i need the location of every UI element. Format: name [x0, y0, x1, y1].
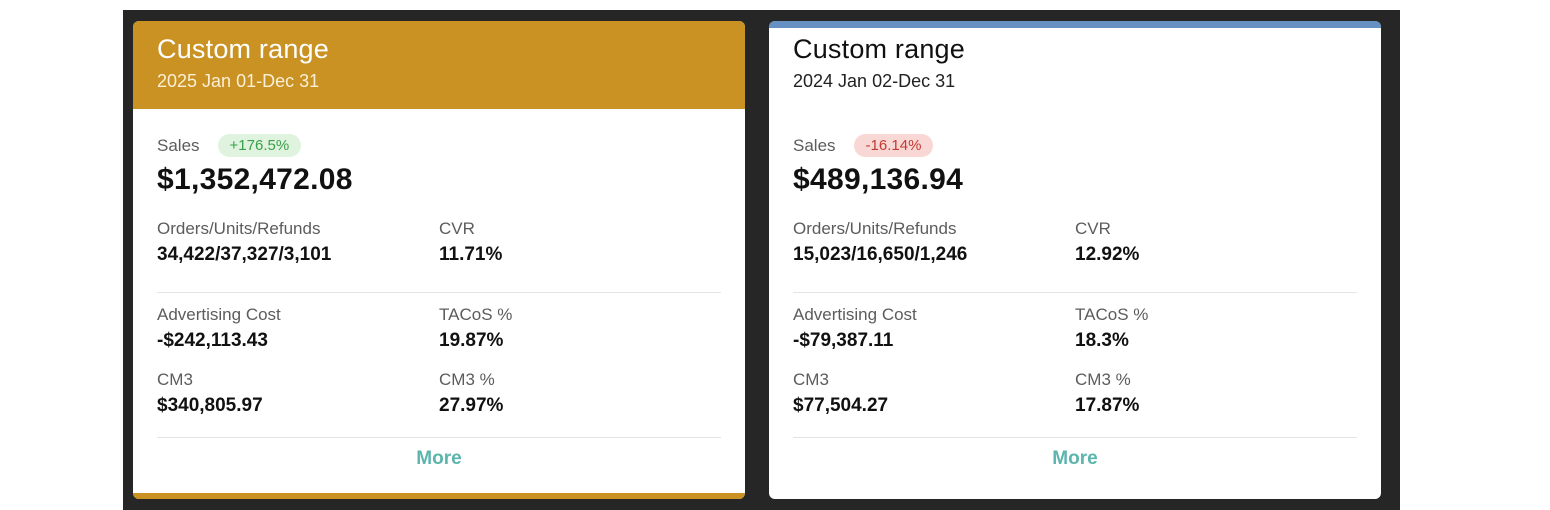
cm3-percent-value: 17.87%: [1075, 395, 1140, 416]
cm3-percent-label: CM3 %: [1075, 370, 1131, 389]
more-link[interactable]: More: [1052, 448, 1098, 469]
divider: [157, 437, 721, 438]
cm3-percent-value: 27.97%: [439, 395, 504, 416]
adcost-metric: Advertising Cost -$242,113.43: [157, 305, 281, 352]
divider: [793, 292, 1357, 293]
card-header: Custom range 2025 Jan 01-Dec 31: [133, 21, 745, 109]
tacos-label: TACoS %: [1075, 305, 1149, 324]
cm3-percent-metric: CM3 % 27.97%: [439, 370, 503, 417]
sales-row: Sales -16.14%: [793, 134, 934, 157]
adcost-value: -$242,113.43: [157, 330, 268, 351]
cm3-metric: CM3 $340,805.97: [157, 370, 263, 417]
card-title: Custom range: [157, 34, 329, 64]
tacos-label: TACoS %: [439, 305, 513, 324]
tacos-value: 19.87%: [439, 330, 504, 351]
sales-label: Sales: [157, 135, 200, 155]
sales-value: $489,136.94: [793, 163, 964, 196]
orders-value: 34,422/37,327/3,101: [157, 244, 332, 265]
sales-value: $1,352,472.08: [157, 163, 353, 196]
cvr-metric: CVR 11.71%: [439, 219, 502, 266]
cm3-percent-metric: CM3 % 17.87%: [1075, 370, 1139, 417]
adcost-value: -$79,387.11: [793, 330, 894, 351]
cvr-value: 11.71%: [439, 244, 503, 265]
sales-row: Sales +176.5%: [157, 134, 302, 157]
card-accent-bar: [769, 21, 1381, 28]
adcost-label: Advertising Cost: [793, 305, 917, 324]
orders-metric: Orders/Units/Refunds 15,023/16,650/1,246: [793, 219, 967, 266]
more-link[interactable]: More: [416, 448, 462, 469]
cm3-value: $77,504.27: [793, 395, 889, 416]
orders-metric: Orders/Units/Refunds 34,422/37,327/3,101: [157, 219, 331, 266]
sales-label: Sales: [793, 135, 836, 155]
tacos-value: 18.3%: [1075, 330, 1129, 351]
cvr-label: CVR: [439, 219, 475, 238]
adcost-metric: Advertising Cost -$79,387.11: [793, 305, 917, 352]
orders-label: Orders/Units/Refunds: [793, 219, 957, 238]
adcost-label: Advertising Cost: [157, 305, 281, 324]
cvr-metric: CVR 12.92%: [1075, 219, 1139, 266]
tacos-metric: TACoS % 18.3%: [1075, 305, 1148, 352]
cm3-label: CM3: [793, 370, 829, 389]
card-footer-bar: [133, 493, 745, 499]
date-range: 2025 Jan 01-Dec 31: [157, 71, 320, 91]
range-card-current: Custom range 2025 Jan 01-Dec 31 Sales +1…: [133, 21, 745, 499]
cm3-percent-label: CM3 %: [439, 370, 495, 389]
tacos-metric: TACoS % 19.87%: [439, 305, 512, 352]
cvr-label: CVR: [1075, 219, 1111, 238]
date-range: 2024 Jan 02-Dec 31: [793, 71, 956, 91]
sales-change-badge: +176.5%: [217, 134, 302, 157]
range-card-previous: Custom range 2024 Jan 02-Dec 31 Sales -1…: [769, 21, 1381, 499]
cvr-value: 12.92%: [1075, 244, 1140, 265]
orders-value: 15,023/16,650/1,246: [793, 244, 968, 265]
cm3-metric: CM3 $77,504.27: [793, 370, 888, 417]
divider: [157, 292, 721, 293]
cm3-label: CM3: [157, 370, 193, 389]
sales-change-badge: -16.14%: [853, 134, 934, 157]
card-title: Custom range: [793, 34, 965, 64]
cm3-value: $340,805.97: [157, 395, 263, 416]
orders-label: Orders/Units/Refunds: [157, 219, 321, 238]
divider: [793, 437, 1357, 438]
